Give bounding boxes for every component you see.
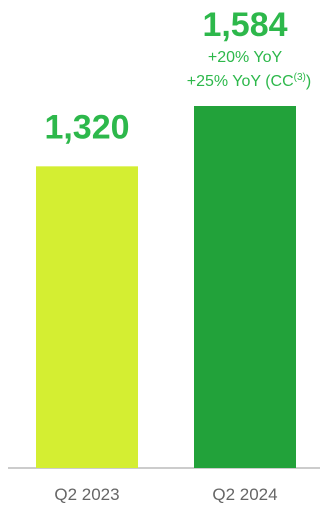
bar-q2-2023 [36, 166, 138, 469]
bars-layer [36, 106, 296, 469]
annotation-yoy: +20% YoY [208, 49, 283, 66]
value-label: 1,584 [202, 6, 287, 44]
category-label: Q2 2024 [212, 485, 277, 504]
category-label: Q2 2023 [54, 485, 119, 504]
value-label: 1,320 [44, 108, 129, 146]
labels-layer: 1,320 Q2 2023 1,584 +20% YoY +25% YoY (CC(3)… [44, 6, 311, 504]
bar-q2-2024 [194, 106, 296, 468]
annotation-yoy-cc: +25% YoY (CC(3)) [187, 72, 311, 90]
